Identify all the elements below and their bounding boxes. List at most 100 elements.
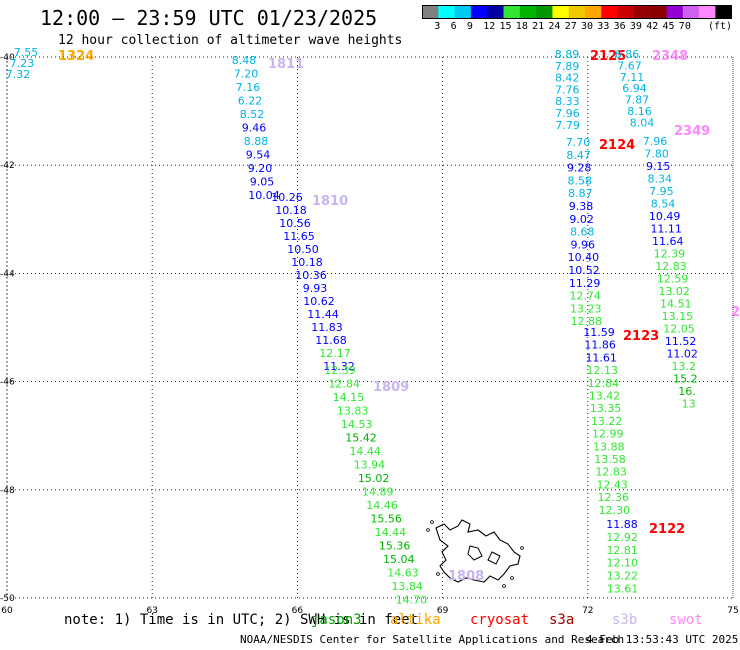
wave-height-value: 8.87 bbox=[568, 187, 593, 200]
wave-height-value: 13.83 bbox=[337, 405, 369, 418]
wave-height-value: 11.52 bbox=[665, 335, 697, 348]
wave-height-value: 7.76 bbox=[555, 83, 580, 96]
wave-height-value: 12.92 bbox=[606, 531, 638, 544]
scale-swatch bbox=[699, 5, 716, 19]
scale-label: 6 bbox=[450, 21, 457, 32]
altimeter-tracks: 7.557.237.32 1324 8.487.207.166.228.529.46… bbox=[6, 46, 740, 607]
scale-swatch bbox=[470, 5, 488, 19]
wave-height-value: 11.68 bbox=[315, 334, 347, 347]
wave-height-value: 8.16 bbox=[627, 105, 652, 118]
scale-swatch bbox=[519, 5, 537, 19]
track-1808: 1808 bbox=[448, 569, 484, 584]
wave-height-value: 12.74 bbox=[569, 290, 601, 303]
wave-height-value: 7.96 bbox=[643, 135, 668, 148]
wave-height-value: 15.42 bbox=[345, 432, 377, 445]
wave-height-value: 10.50 bbox=[287, 243, 319, 256]
wave-height-value: 10.56 bbox=[279, 217, 311, 230]
scale-swatch bbox=[454, 5, 472, 19]
pass-number-label: 2 bbox=[731, 305, 740, 320]
wave-height-value: 7.87 bbox=[625, 94, 650, 107]
scale-label: 21 bbox=[532, 21, 545, 32]
wave-height-value: 12.84 bbox=[328, 378, 360, 391]
track-1811: 8.487.207.166.228.529.468.889.549.209.05… bbox=[232, 54, 304, 202]
wave-height-value: 10.18 bbox=[275, 204, 307, 217]
wave-height-value: 9.38 bbox=[569, 200, 594, 213]
pass-number-label: 2122 bbox=[649, 522, 685, 537]
wave-height-value: 13.42 bbox=[589, 390, 621, 403]
scale-swatch bbox=[487, 5, 504, 19]
wave-height-value: 12.83 bbox=[595, 466, 627, 479]
wave-height-value: 12.30 bbox=[599, 504, 631, 517]
track-2348: 6.867.677.116.947.878.168.04 2348 bbox=[615, 48, 688, 129]
wave-height-value: 9.54 bbox=[246, 149, 271, 162]
wave-height-value: 11.02 bbox=[666, 348, 698, 361]
longitude-label: 60 bbox=[1, 606, 13, 616]
wave-height-value: 16. bbox=[678, 385, 696, 398]
longitude-label: 66 bbox=[292, 606, 304, 616]
satellite-s3a: s3a bbox=[549, 612, 575, 628]
wave-height-color-scale bbox=[422, 5, 732, 19]
wave-height-value: 11.88 bbox=[606, 518, 638, 531]
wave-height-value: 9.93 bbox=[303, 282, 328, 295]
longitude-label: 75 bbox=[727, 606, 738, 616]
wave-height-value: 12.10 bbox=[607, 557, 639, 570]
wave-height-value: 8.04 bbox=[630, 116, 655, 129]
latitude-label: -46 bbox=[0, 378, 15, 388]
wave-height-value: 9.05 bbox=[250, 176, 275, 189]
wave-height-value: 12.84 bbox=[588, 377, 620, 390]
wave-height-value: 7.89 bbox=[555, 60, 580, 73]
wave-height-value: 10.49 bbox=[649, 210, 681, 223]
pass-number-label: 1809 bbox=[373, 380, 409, 395]
latitude-label: -40 bbox=[0, 53, 15, 63]
wave-height-value: 7.79 bbox=[555, 119, 580, 132]
scale-label: 24 bbox=[548, 21, 561, 32]
wave-height-value: 13.15 bbox=[662, 310, 694, 323]
wave-height-value: 8.89 bbox=[555, 48, 580, 61]
wave-height-value: 6.94 bbox=[622, 82, 647, 95]
wave-height-value: 8.68 bbox=[570, 226, 595, 239]
wave-height-value: 14.46 bbox=[366, 499, 398, 512]
credit-text: NOAA/NESDIS Center for Satellite Applica… bbox=[240, 633, 625, 646]
scale-label: 12 bbox=[483, 21, 496, 32]
wave-height-value: 11.64 bbox=[652, 235, 684, 248]
wave-height-value: 9.28 bbox=[567, 162, 592, 175]
wave-height-value: 11.83 bbox=[311, 321, 343, 334]
scale-swatch bbox=[536, 5, 553, 19]
latitude-label: -42 bbox=[0, 161, 15, 171]
wave-height-value: 6.86 bbox=[615, 48, 640, 61]
wave-height-value: 11.61 bbox=[585, 351, 617, 364]
latitude-label: -48 bbox=[0, 486, 15, 496]
track-2124: 7.708.479.288.588.879.389.028.689.9610.4… bbox=[566, 136, 635, 328]
wave-height-value: 13 bbox=[682, 398, 696, 411]
wave-height-value: 9.96 bbox=[571, 238, 596, 251]
wave-height-value: 11.59 bbox=[583, 326, 615, 339]
wave-height-value: 7.80 bbox=[644, 148, 669, 161]
pass-number-label: 1811 bbox=[268, 57, 304, 72]
wave-height-value: 13.94 bbox=[354, 459, 386, 472]
wave-height-value: 12.43 bbox=[596, 478, 628, 491]
wave-height-value: 7.11 bbox=[620, 71, 645, 84]
scale-label: 36 bbox=[613, 21, 626, 32]
track-1324: 7.557.237.32 1324 bbox=[6, 46, 94, 81]
wave-height-value: 7.16 bbox=[236, 81, 261, 94]
wave-height-value: 15.36 bbox=[379, 540, 411, 553]
wave-height-value: 8.52 bbox=[240, 108, 265, 121]
wave-height-value: 11.11 bbox=[650, 223, 682, 236]
wave-height-value: 15.04 bbox=[383, 553, 415, 566]
scale-swatch bbox=[585, 5, 602, 19]
scale-swatch bbox=[601, 5, 619, 19]
wave-height-value: 14.51 bbox=[660, 298, 692, 311]
wave-height-value: 13.61 bbox=[607, 583, 639, 596]
latitude-label: -50 bbox=[0, 594, 15, 604]
scale-swatch bbox=[503, 5, 521, 19]
pass-number-label: 2124 bbox=[599, 138, 635, 153]
wave-height-value: 14.53 bbox=[341, 418, 373, 431]
wave-height-value: 7.55 bbox=[14, 46, 39, 59]
pass-number-label: 2348 bbox=[652, 49, 688, 64]
scale-label: 70 bbox=[678, 21, 691, 32]
scale-swatch bbox=[682, 5, 700, 19]
wave-height-value: 9.20 bbox=[248, 162, 273, 175]
wave-height-value: 13.58 bbox=[594, 453, 626, 466]
scale-label: 45 bbox=[662, 21, 675, 32]
wave-height-value: 14.15 bbox=[333, 391, 365, 404]
